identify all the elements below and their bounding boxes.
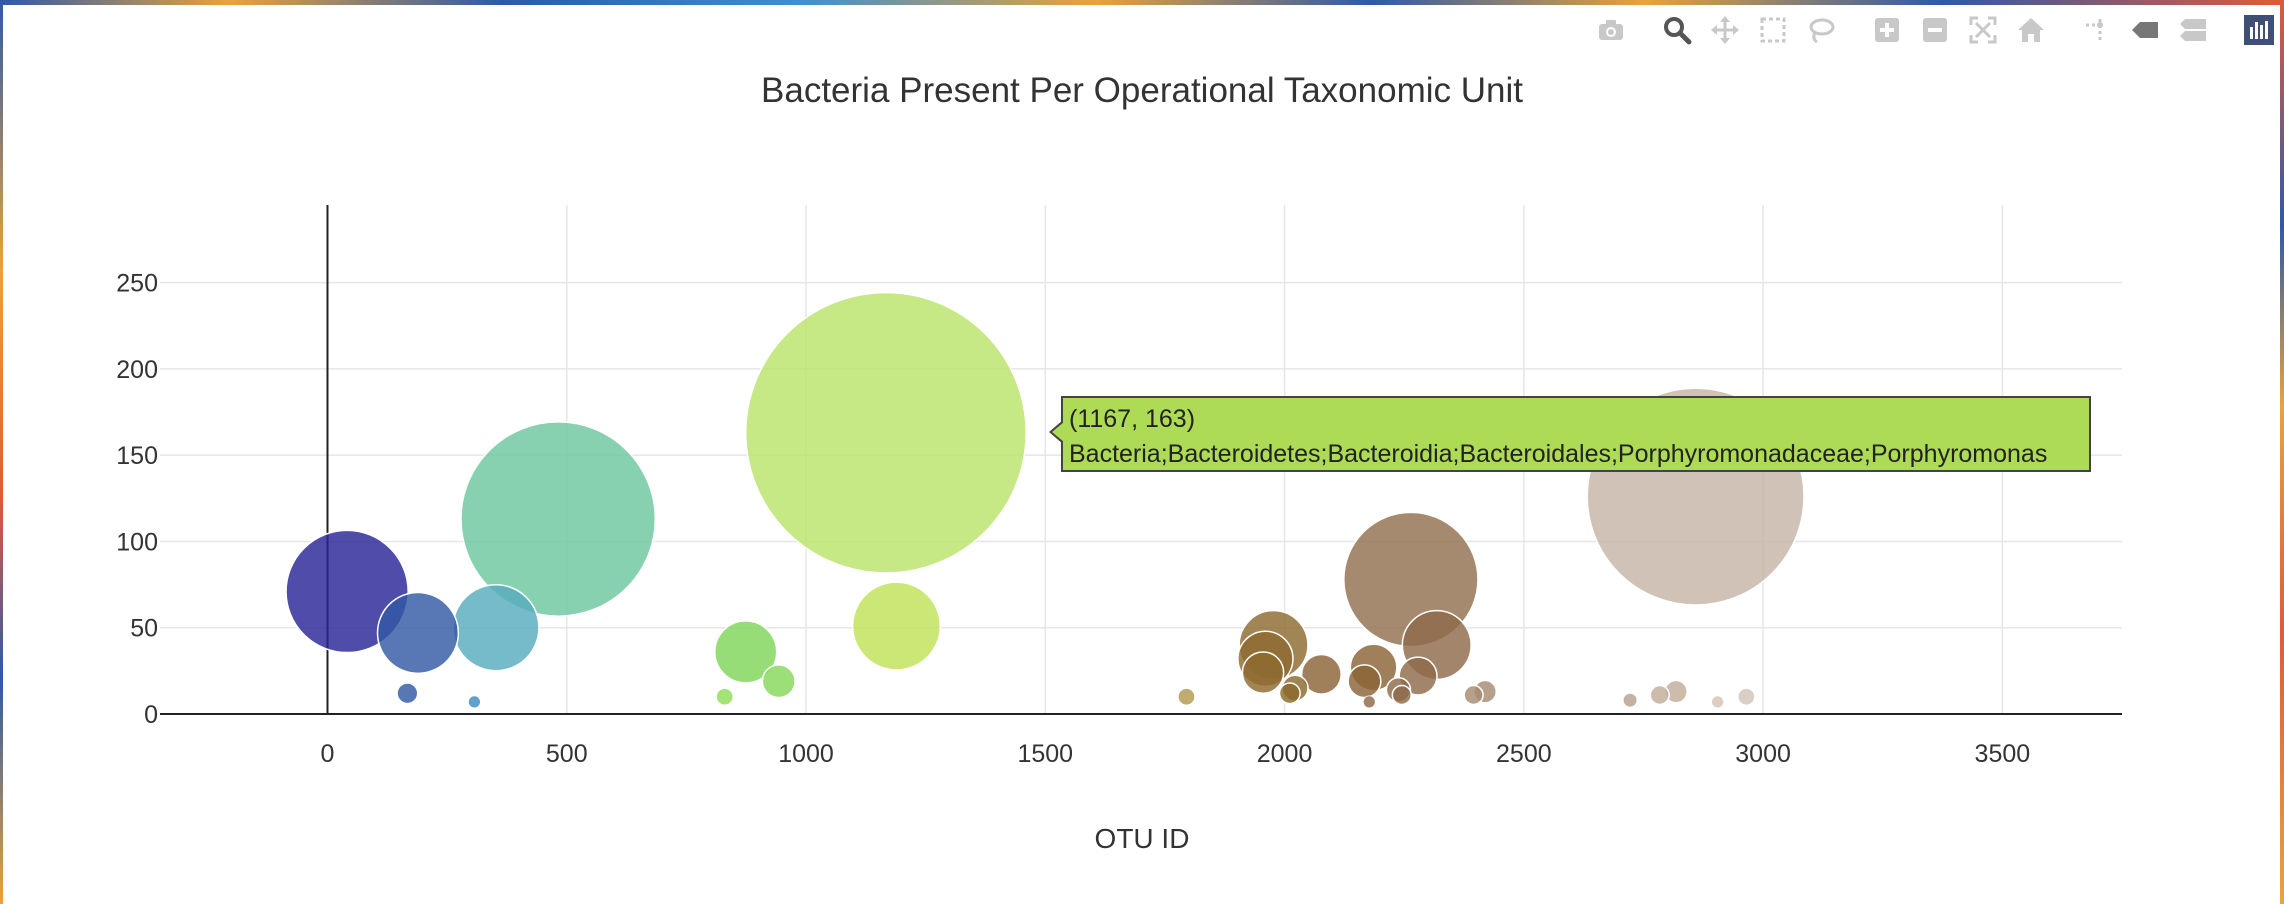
zoom-in-icon xyxy=(1875,18,1899,42)
hover-tooltip: (1167, 163) Bacteria;Bacteroidetes;Bacte… xyxy=(1049,396,2091,472)
x-tick-label: 2000 xyxy=(1257,740,1313,768)
bubble-point[interactable] xyxy=(452,583,540,672)
x-tick-label: 2500 xyxy=(1496,740,1552,768)
window-edge-top xyxy=(0,0,2284,5)
lasso-select-icon xyxy=(1809,18,1835,44)
x-tick-label: 0 xyxy=(321,740,335,768)
bubble-point[interactable] xyxy=(285,529,409,654)
bubble-point[interactable] xyxy=(1300,653,1342,695)
zoom-icon xyxy=(1664,17,1692,45)
bubble-point[interactable] xyxy=(1622,692,1638,708)
chart-title: Bacteria Present Per Operational Taxonom… xyxy=(761,71,1523,110)
x-tick-label: 3500 xyxy=(1975,740,2031,768)
hover-compare-icon xyxy=(2180,19,2206,41)
camera-button[interactable] xyxy=(1594,13,1628,47)
bubble-point[interactable] xyxy=(1347,664,1382,699)
tooltip-coords: (1167, 163) xyxy=(1069,405,1196,433)
reset-axes-button[interactable] xyxy=(2014,13,2048,47)
bubble-series xyxy=(285,291,1805,709)
bubble-point[interactable] xyxy=(1391,684,1413,706)
x-tick-label: 500 xyxy=(546,740,588,768)
zoom-out-icon xyxy=(1923,18,1947,42)
y-tick-label: 250 xyxy=(116,270,158,298)
bubble-point[interactable] xyxy=(714,620,778,684)
tooltip-arrow-fill xyxy=(1052,422,1064,442)
bubble-point[interactable] xyxy=(1278,682,1301,705)
hover-closest-icon xyxy=(2132,22,2158,38)
autoscale-icon xyxy=(1969,16,1997,44)
y-tick-label: 150 xyxy=(116,442,158,470)
zoom-in-button[interactable] xyxy=(1870,13,1904,47)
bubble-point[interactable] xyxy=(1463,684,1484,706)
y-tick-label: 200 xyxy=(116,356,158,384)
x-tick-label: 1000 xyxy=(778,740,834,768)
y-tick-label: 0 xyxy=(144,701,158,729)
camera-icon xyxy=(1599,20,1623,40)
window-edge-left xyxy=(0,0,3,904)
y-tick-label: 50 xyxy=(130,615,158,643)
bubble-point[interactable] xyxy=(1649,684,1670,706)
reset-axes-icon xyxy=(2018,18,2044,42)
bubble-point[interactable] xyxy=(761,664,796,699)
spike-lines-icon xyxy=(2086,19,2103,41)
spike-lines-button[interactable] xyxy=(2080,13,2114,47)
plot-modebar xyxy=(1580,10,2276,50)
bubble-point[interactable] xyxy=(1711,695,1725,709)
pan-button[interactable] xyxy=(1708,13,1742,47)
x-tick-label: 1500 xyxy=(1017,740,1073,768)
bubble-point[interactable] xyxy=(851,581,942,671)
hover-compare-button[interactable] xyxy=(2176,13,2210,47)
autoscale-button[interactable] xyxy=(1966,13,2000,47)
bubble-point[interactable] xyxy=(1736,687,1756,707)
zoom-button[interactable] xyxy=(1660,13,1694,47)
bubble-point[interactable] xyxy=(396,682,419,705)
tooltip-taxonomy: Bacteria;Bacteroidetes;Bacteroidia;Bacte… xyxy=(1069,440,2048,468)
zoom-out-button[interactable] xyxy=(1918,13,1952,47)
bubble-point[interactable] xyxy=(1241,651,1285,694)
bubble-point[interactable] xyxy=(467,695,481,709)
bubble-point[interactable] xyxy=(745,291,1027,574)
bubble-point[interactable] xyxy=(460,421,657,617)
hover-closest-button[interactable] xyxy=(2128,13,2162,47)
bubble-point[interactable] xyxy=(715,687,735,707)
box-select-icon xyxy=(1760,17,1786,43)
bubble-point[interactable] xyxy=(1177,687,1196,707)
x-tick-label: 3000 xyxy=(1735,740,1791,768)
x-tick-labels: 0 500 1000 1500 2000 2500 3000 3500 xyxy=(321,740,2031,768)
lasso-select-button[interactable] xyxy=(1804,13,1838,47)
bubble-point[interactable] xyxy=(376,591,460,675)
y-tick-labels: 0 50 100 150 200 250 xyxy=(116,270,158,729)
window-edge-right xyxy=(2280,0,2284,904)
x-axis-label: OTU ID xyxy=(1095,823,1190,854)
plotly-logo-icon xyxy=(2244,15,2274,45)
y-tick-label: 100 xyxy=(116,528,158,556)
box-select-button[interactable] xyxy=(1756,13,1790,47)
bubble-point[interactable] xyxy=(1362,695,1376,709)
pan-icon xyxy=(1711,16,1739,44)
plotly-logo-button[interactable] xyxy=(2242,13,2276,47)
